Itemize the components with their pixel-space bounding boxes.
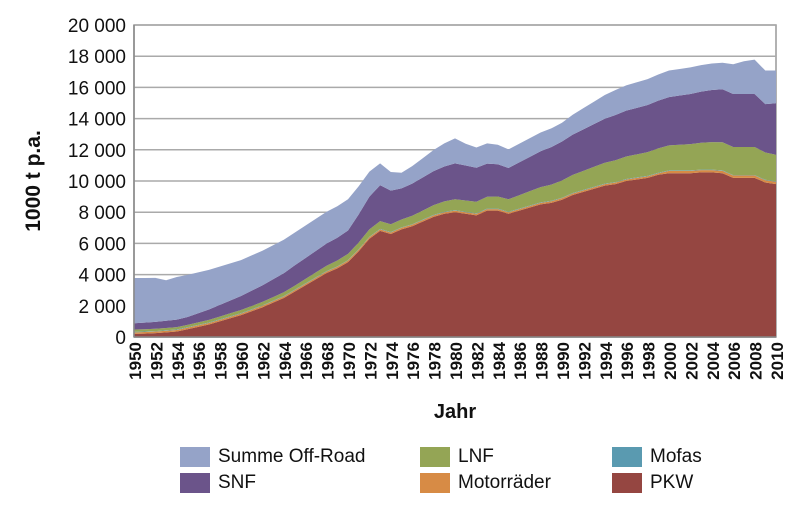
area-pkw <box>134 172 776 337</box>
x-tick-label: 2010 <box>768 342 787 380</box>
x-tick-label: 1982 <box>468 342 487 380</box>
y-axis-title: 1000 t p.a. <box>22 130 45 232</box>
legend-item-motorraeder: Motorräder <box>420 472 551 494</box>
legend-item-mofas: Mofas <box>612 446 702 468</box>
y-tick-label: 2 000 <box>78 297 126 318</box>
x-tick-label: 1960 <box>233 342 252 380</box>
legend-swatch <box>612 473 642 493</box>
x-tick-label: 1964 <box>276 341 295 379</box>
x-tick-label: 1998 <box>640 342 659 380</box>
x-tick-label: 2002 <box>682 342 701 380</box>
legend-label: Summe Off-Road <box>218 446 366 467</box>
legend-swatch <box>180 473 210 493</box>
legend-label: LNF <box>458 446 494 467</box>
legend-item-lnf: LNF <box>420 446 494 468</box>
y-tick-label: 12 000 <box>68 141 126 162</box>
x-tick-label: 1970 <box>340 342 359 380</box>
legend-swatch <box>612 447 642 467</box>
x-tick-label: 1996 <box>618 342 637 380</box>
y-tick-label: 4 000 <box>78 266 126 287</box>
legend-label: Motorräder <box>458 472 551 493</box>
x-tick-label: 1980 <box>447 342 466 380</box>
legend-swatch <box>420 473 450 493</box>
x-tick-label: 1994 <box>597 341 616 379</box>
legend-item-snf: SNF <box>180 472 256 494</box>
x-tick-label: 1978 <box>426 342 445 380</box>
area-summe-off-road <box>134 59 776 324</box>
x-tick-label: 1974 <box>383 341 402 379</box>
y-tick-label: 0 <box>115 328 126 349</box>
x-tick-label: 1956 <box>190 342 209 380</box>
y-tick-label: 6 000 <box>78 234 126 255</box>
x-tick-label: 1968 <box>319 342 338 380</box>
area-snf <box>134 89 776 330</box>
x-axis-title: Jahr <box>434 401 476 423</box>
x-tick-label: 1984 <box>490 341 509 379</box>
y-tick-label: 14 000 <box>68 110 126 131</box>
area-lnf <box>134 142 776 332</box>
legend-label: Mofas <box>650 446 702 467</box>
x-tick-label: 2004 <box>704 341 723 379</box>
legend-label: PKW <box>650 472 694 493</box>
x-tick-label: 1966 <box>297 342 316 380</box>
x-tick-label: 2000 <box>661 342 680 380</box>
y-tick-label: 8 000 <box>78 203 126 224</box>
x-tick-label: 1986 <box>511 342 530 380</box>
x-tick-label: 1950 <box>126 342 145 380</box>
x-tick-label: 1976 <box>404 342 423 380</box>
legend-item-off-road: Summe Off-Road <box>180 446 365 468</box>
x-tick-label: 1972 <box>361 342 380 380</box>
x-tick-label: 1988 <box>533 342 552 380</box>
y-tick-label: 18 000 <box>68 47 126 68</box>
x-tick-label: 1990 <box>554 342 573 380</box>
x-tick-label: 1958 <box>212 342 231 380</box>
legend-item-pkw: PKW <box>612 472 693 494</box>
y-tick-label: 10 000 <box>68 172 126 193</box>
x-tick-label: 1962 <box>254 342 273 380</box>
legend-swatch <box>420 447 450 467</box>
legend: Summe Off-Road SNF LNF Motorräder Mofas … <box>180 446 740 506</box>
legend-label: SNF <box>218 472 256 493</box>
y-tick-label: 16 000 <box>68 78 126 99</box>
x-tick-label: 2006 <box>725 342 744 380</box>
x-tick-label: 1992 <box>575 342 594 380</box>
y-tick-label: 20 000 <box>68 16 126 37</box>
x-tick-label: 2008 <box>747 342 766 380</box>
x-tick-label: 1952 <box>147 342 166 380</box>
legend-swatch <box>180 447 210 467</box>
x-tick-label: 1954 <box>169 341 188 379</box>
